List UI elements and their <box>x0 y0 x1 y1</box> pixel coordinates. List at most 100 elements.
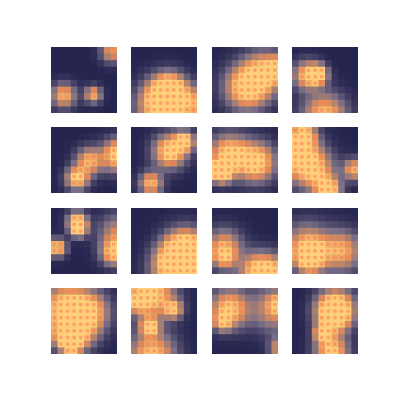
tile-cell <box>177 301 185 309</box>
tile-cell <box>344 133 352 141</box>
tile-dot <box>300 161 304 166</box>
tile-dot <box>158 255 163 260</box>
tile-cell <box>351 221 358 229</box>
tile-cell <box>264 186 272 193</box>
tile-cell <box>218 267 226 274</box>
tile-cell <box>51 153 58 161</box>
tile-cell <box>137 247 145 255</box>
tile-dot <box>158 289 163 294</box>
tile-cell <box>110 60 117 68</box>
tile-cell <box>212 186 219 193</box>
tile-cell <box>190 86 197 94</box>
tile-cell <box>344 327 352 335</box>
tile-dot <box>246 81 251 86</box>
tile-cell <box>131 53 138 61</box>
tile-cell <box>110 127 117 134</box>
tile-dot <box>259 168 264 172</box>
tile-dot <box>98 322 103 327</box>
tile-cell <box>231 267 239 274</box>
tile-cell <box>218 86 226 94</box>
tile-cell <box>97 53 105 61</box>
tile-dot <box>306 154 311 159</box>
tile-cell <box>177 221 185 229</box>
tile-cell <box>264 173 272 181</box>
tile-cell <box>325 214 332 222</box>
tile-cell <box>351 340 358 348</box>
tile-cell <box>271 140 278 148</box>
tile-image <box>292 47 358 113</box>
tile-dot <box>313 255 317 260</box>
tile-cell <box>110 93 117 101</box>
tile-cell <box>57 173 65 181</box>
tile-dot <box>191 262 196 266</box>
tile-cell <box>183 160 191 167</box>
tile-dot <box>259 268 264 273</box>
tile-cell <box>351 254 358 262</box>
tile-dot <box>165 88 170 92</box>
tile-cell <box>64 80 72 87</box>
tile-cell <box>177 321 185 328</box>
tile-dot <box>145 181 150 185</box>
tile-cell <box>331 80 339 87</box>
tile-cell <box>338 160 346 167</box>
tile-cell <box>84 179 91 187</box>
tile-dot <box>59 315 63 320</box>
tile-cell <box>351 140 358 148</box>
tile-cell <box>97 93 105 101</box>
tile-cell <box>338 146 346 154</box>
tile-dot <box>339 348 344 353</box>
tile-cell <box>131 173 138 181</box>
tile-dot <box>233 315 237 320</box>
tile-cell <box>97 166 105 174</box>
tile-cell <box>218 66 226 74</box>
tile-dot <box>226 154 231 159</box>
tile-dot <box>92 88 96 92</box>
tile-cell <box>338 80 346 87</box>
tile-dot <box>72 302 76 307</box>
tile-cell <box>144 166 152 174</box>
tile-dot <box>158 101 163 105</box>
tile-dot <box>326 181 331 185</box>
tile-cell <box>292 314 299 322</box>
tile-dot <box>185 262 189 266</box>
tile-dot <box>313 235 317 240</box>
tile-cell <box>51 208 58 215</box>
tile-dot <box>165 249 170 253</box>
tile-cell <box>64 66 72 74</box>
tile-dot <box>293 168 298 172</box>
tile-cell <box>351 241 358 248</box>
tile-dot <box>333 289 337 294</box>
tile-cell <box>51 146 58 154</box>
tile-cell <box>318 127 326 134</box>
tile-dot <box>185 148 189 152</box>
tile-dot <box>78 216 83 220</box>
tile-dot <box>185 141 189 146</box>
tile-cell <box>150 208 158 215</box>
tile-cell <box>271 146 278 154</box>
tile-dot <box>313 268 317 273</box>
tile-cell <box>212 53 219 61</box>
tile-cell <box>90 99 98 107</box>
tile-cell <box>177 166 185 174</box>
tile-cell <box>305 314 313 322</box>
tile-cell <box>131 80 138 87</box>
tile-cell <box>164 166 171 174</box>
tile-cell <box>231 133 239 141</box>
tile-cell <box>264 288 272 295</box>
tile-cell <box>150 254 158 262</box>
tile-cell <box>218 186 226 193</box>
tile-cell <box>311 227 319 235</box>
tile-cell <box>264 179 272 187</box>
tile-dot <box>300 262 304 266</box>
tile-cell <box>57 254 65 262</box>
tile-cell <box>84 241 91 248</box>
tile-cell <box>150 127 158 134</box>
tile-cell <box>103 186 111 193</box>
tile-dot <box>220 154 224 159</box>
tile-cell <box>51 66 58 74</box>
tile-cell <box>144 133 152 141</box>
tile-dot <box>158 88 163 92</box>
tile-cell <box>90 227 98 235</box>
tile-dot <box>191 255 196 260</box>
tile-cell <box>183 73 191 81</box>
